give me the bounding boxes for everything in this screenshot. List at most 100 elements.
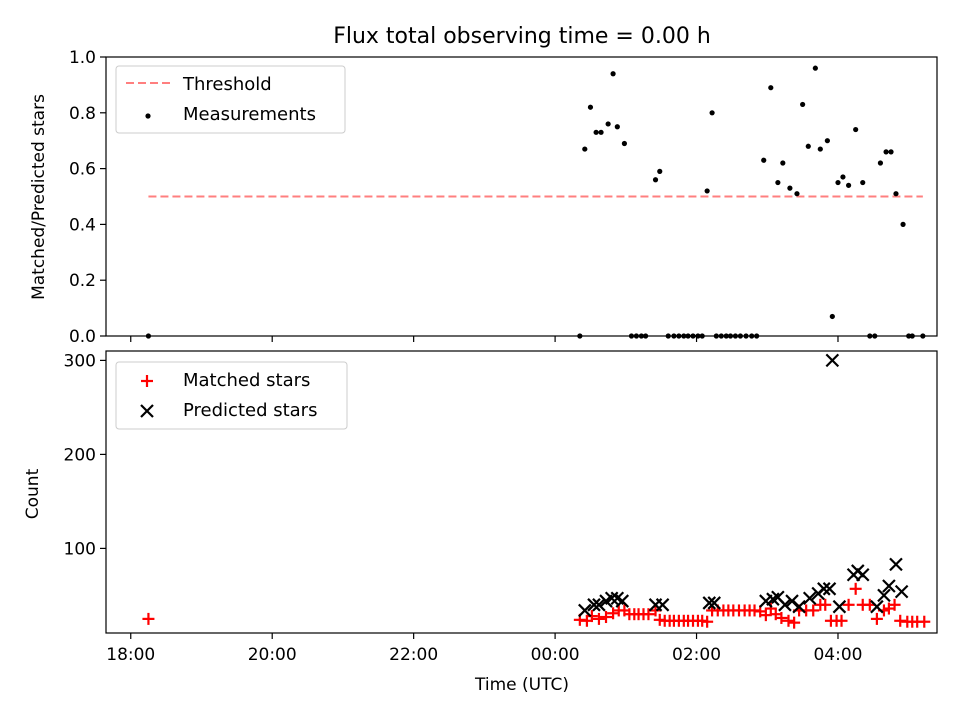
measurement-point <box>610 71 616 77</box>
predicted-star-point <box>702 596 717 610</box>
measurement-point <box>709 110 715 116</box>
matched-star-point <box>701 615 714 628</box>
ratio-y-tick-label: 0.4 <box>69 215 96 235</box>
measurement-point <box>704 188 710 194</box>
measurement-point <box>805 143 811 149</box>
matched-star-point <box>870 612 883 625</box>
matched-star-point <box>888 598 901 611</box>
measurements-legend-swatch <box>145 113 151 119</box>
measurement-point <box>900 221 906 227</box>
matched-star-point <box>607 607 620 620</box>
count-y-tick-label: 200 <box>64 445 96 465</box>
matched-star-point <box>788 616 801 629</box>
count-y-tick-label: 100 <box>64 539 96 559</box>
measurement-point <box>817 146 823 152</box>
count-y-tick-label: 300 <box>64 351 96 371</box>
predicted-star-point <box>889 557 903 572</box>
predicted-star-point <box>587 598 601 612</box>
measurement-point <box>761 157 767 163</box>
count-x-tick-label: 04:00 <box>813 645 862 665</box>
count-x-tick-label: 22:00 <box>389 645 438 665</box>
ratio-y-tick-label: 0.6 <box>69 160 96 180</box>
predicted-star-point <box>855 567 870 582</box>
measurement-point <box>614 124 620 130</box>
matched-star-point <box>592 612 605 625</box>
predicted-star-point <box>882 579 896 593</box>
predicted-star-point <box>615 594 630 608</box>
matched-star-point <box>918 615 931 628</box>
measurement-point <box>780 160 786 166</box>
chart-title: Flux total observing time = 0.00 h <box>333 24 711 49</box>
predicted-star-point <box>832 599 847 614</box>
matched-star-point <box>775 611 788 624</box>
measurement-point <box>829 313 835 320</box>
ratio-x-ticks <box>130 336 839 342</box>
measurement-point <box>888 149 894 155</box>
measurement-point <box>605 121 611 127</box>
predicted-star-point <box>817 582 831 596</box>
count-x-ticks: 18:00 20:00 22:00 00:00 02:00 04:00 <box>106 633 862 665</box>
predicted-star-point <box>592 598 606 612</box>
predicted-star-point <box>778 598 792 612</box>
measurement-point <box>835 179 841 186</box>
ratio-y-tick-label: 0.2 <box>69 271 96 291</box>
count-x-tick-label: 00:00 <box>531 645 580 665</box>
predicted-star-point <box>894 584 909 599</box>
matched-star-point <box>782 614 795 627</box>
matched-star-point <box>842 598 855 611</box>
measurement-point <box>860 179 866 186</box>
count-x-tick-label: 18:00 <box>106 645 155 665</box>
measurement-point <box>787 185 793 191</box>
matched-star-point <box>807 604 820 617</box>
predicted-star-point <box>792 599 806 614</box>
measurement-point <box>598 129 604 135</box>
measurement-point <box>582 146 588 152</box>
predicted-star-point <box>578 603 592 618</box>
predicted-legend-label: Predicted stars <box>183 400 317 421</box>
count-legend-box <box>115 361 348 430</box>
measurement-point <box>893 191 899 197</box>
measurement-point <box>593 129 599 135</box>
measurement-point <box>883 149 889 155</box>
measurement-point <box>768 85 774 91</box>
count-legend: Matched stars Predicted stars <box>115 361 348 430</box>
measurement-point <box>812 65 818 71</box>
predicted-star-point <box>604 591 619 605</box>
ratio-legend-box <box>115 65 346 134</box>
measurement-point <box>652 177 659 183</box>
predicted-star-point <box>707 596 721 610</box>
ratio-axes-frame <box>105 56 938 337</box>
count-y-axis-label: Count <box>23 468 43 519</box>
predicted-legend-swatch <box>140 404 154 418</box>
predicted-star-point <box>825 353 840 368</box>
ratio-legend: Threshold Measurements <box>115 65 346 134</box>
measurement-point <box>824 138 830 144</box>
measurement-point <box>845 182 852 188</box>
matched-legend-label: Matched stars <box>183 370 310 391</box>
measurement-point <box>657 168 663 174</box>
count-axes-frame <box>105 350 938 634</box>
ratio-y-tick-label: 0.0 <box>69 327 96 347</box>
matched-star-point <box>835 614 848 627</box>
ratio-y-axis-label: Matched/Predicted stars <box>29 94 49 300</box>
predicted-star-point <box>822 582 837 596</box>
ratio-y-tick-label: 0.8 <box>69 104 96 124</box>
measurement-point <box>587 104 594 110</box>
measurement-point <box>853 126 859 133</box>
predicted-star-point <box>877 588 891 603</box>
matched-star-point <box>819 598 832 611</box>
matched-star-point <box>849 582 862 595</box>
matched-star-point <box>585 610 598 623</box>
ratio-y-tick-label: 1.0 <box>69 48 96 68</box>
matched-star-point <box>142 612 155 625</box>
x-axis-label: Time (UTC) <box>474 675 569 695</box>
count-x-tick-label: 20:00 <box>248 645 297 665</box>
measurement-point <box>800 101 806 108</box>
measurement-point <box>794 191 800 197</box>
ratio-panel: 0.0 0.2 0.4 0.6 0.8 1.0 Matched/Predicted sta… <box>29 48 938 347</box>
matched-star-point <box>600 611 613 624</box>
threshold-legend-label: Threshold <box>182 74 272 95</box>
matched-star-point <box>649 604 662 617</box>
measurements-legend-label: Measurements <box>183 104 316 125</box>
